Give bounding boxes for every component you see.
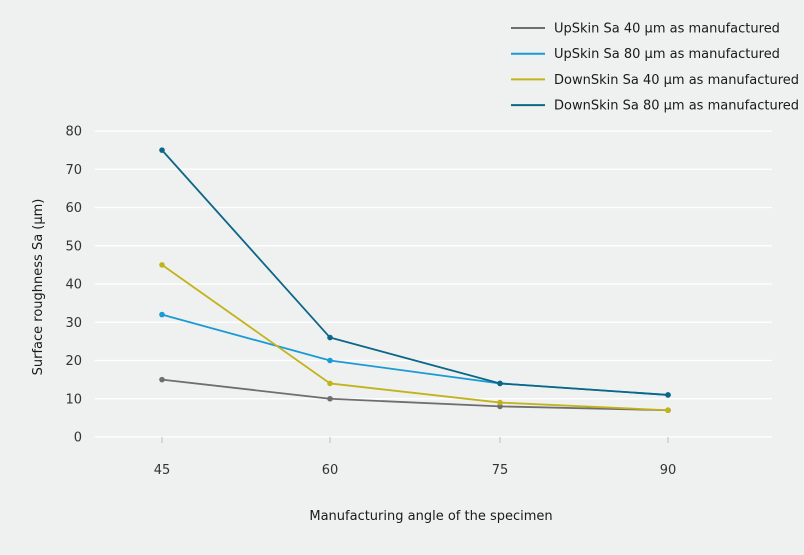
data-point: [327, 395, 333, 402]
y-axis-ticks: 0 10 20 30 40 50 60 70 80: [65, 125, 82, 446]
x-tick-label: 45: [154, 463, 171, 478]
legend-label: UpSkin Sa 80 µm as manufactured: [554, 47, 780, 62]
series-2: [159, 311, 671, 398]
series-line: [161, 264, 669, 412]
data-point: [159, 147, 165, 153]
data-point: [159, 311, 165, 318]
legend-item[interactable]: DownSkin Sa 40 µm as manufactured: [511, 73, 799, 88]
y-tick-label: 10: [65, 392, 82, 407]
legend-label: DownSkin Sa 40 µm as manufactured: [554, 73, 799, 88]
data-point: [665, 407, 671, 414]
data-point: [497, 403, 503, 410]
x-axis-title: Manufacturing angle of the specimen: [309, 509, 552, 524]
legend-item[interactable]: UpSkin Sa 40 µm as manufactured: [511, 22, 780, 37]
data-point: [159, 262, 165, 268]
legend-label: DownSkin Sa 80 µm as manufactured: [554, 99, 799, 114]
data-point: [497, 380, 503, 387]
data-point: [327, 380, 333, 387]
y-tick-label: 40: [65, 278, 82, 293]
legend-label: UpSkin Sa 40 µm as manufactured: [554, 22, 780, 37]
y-tick-label: 50: [65, 239, 82, 254]
series-lines: [159, 147, 671, 414]
y-axis-title: Surface roughness Sa (µm): [31, 199, 46, 376]
legend[interactable]: UpSkin Sa 40 µm as manufactured UpSkin Sa…: [511, 22, 799, 114]
series-3: [159, 262, 671, 414]
x-tick-label: 75: [492, 463, 509, 478]
series-line: [161, 378, 669, 412]
gridlines: [95, 130, 772, 438]
data-point: [497, 399, 503, 406]
x-tick-label: 90: [660, 463, 677, 478]
series-line: [161, 149, 669, 396]
y-tick-label: 30: [65, 316, 82, 331]
data-point: [327, 357, 333, 364]
data-point: [159, 376, 165, 383]
x-axis-ticks: 45 60 75 90: [154, 437, 677, 478]
series-line: [161, 313, 669, 396]
y-tick-label: 80: [65, 125, 82, 140]
legend-item[interactable]: UpSkin Sa 80 µm as manufactured: [511, 47, 780, 62]
series-4: [159, 147, 671, 398]
x-tick-label: 60: [322, 463, 339, 478]
y-tick-label: 0: [74, 431, 82, 446]
data-point: [665, 392, 671, 398]
y-tick-label: 70: [65, 163, 82, 178]
legend-item[interactable]: DownSkin Sa 80 µm as manufactured: [511, 99, 799, 114]
y-tick-label: 20: [65, 354, 82, 369]
y-tick-label: 60: [65, 201, 82, 216]
data-point: [327, 334, 333, 341]
